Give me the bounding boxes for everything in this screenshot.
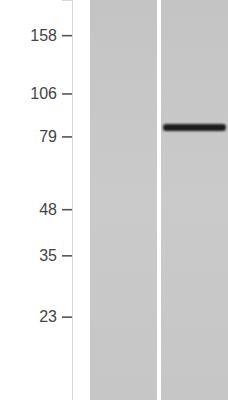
plot-area	[163, 124, 226, 131]
tick: 106	[30, 85, 72, 102]
lane	[161, 0, 228, 400]
axis-line	[62, 1, 73, 400]
lanes	[90, 0, 228, 400]
tick: 158	[30, 27, 72, 44]
lane	[90, 0, 157, 400]
band	[163, 124, 226, 131]
tick: 23	[39, 308, 72, 325]
tick-label: 158	[30, 27, 57, 44]
tick-label: 79	[39, 128, 57, 145]
tick-label: 48	[39, 201, 57, 218]
tick: 35	[39, 247, 72, 264]
tick-mark	[62, 93, 72, 95]
tick-mark	[62, 255, 72, 257]
marker-axis: 158 106 79 48 35 23	[30, 1, 72, 400]
tick-label: 23	[39, 308, 57, 325]
blot-figure: 158 106 79 48 35 23	[0, 0, 228, 400]
tick-mark	[62, 209, 72, 211]
tick-label: 35	[39, 247, 57, 264]
tick-label: 106	[30, 85, 57, 102]
tick: 48	[39, 201, 72, 218]
tick-mark	[62, 316, 72, 318]
tick: 79	[39, 128, 72, 145]
tick-mark	[62, 136, 72, 138]
tick-mark	[62, 35, 72, 37]
